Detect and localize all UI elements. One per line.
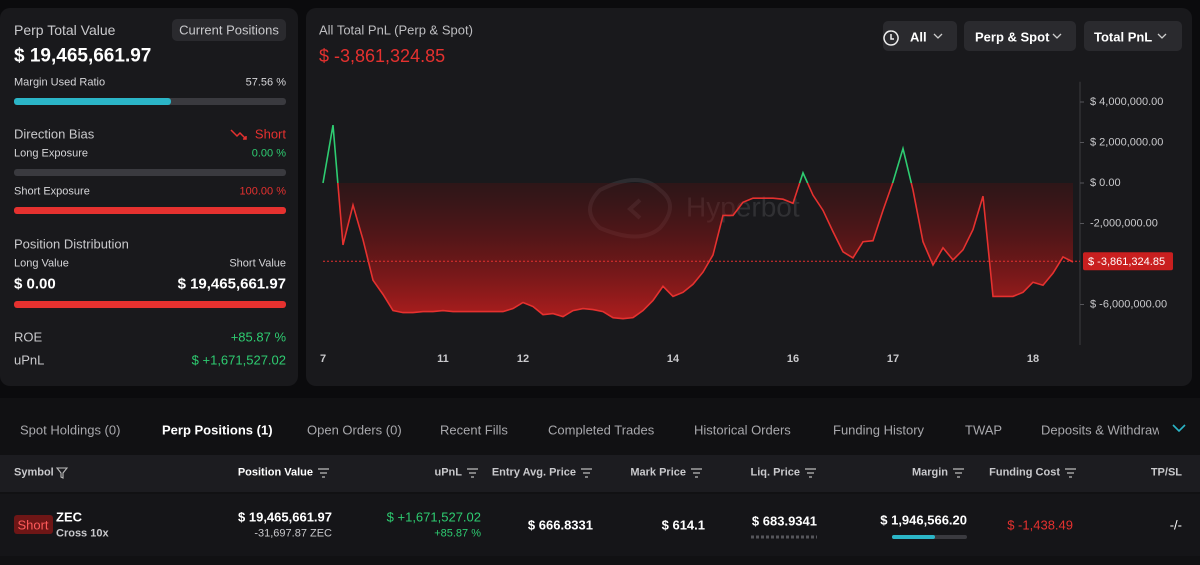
- sort-icon: [953, 468, 964, 478]
- margin-label: Margin Used Ratio: [14, 76, 106, 89]
- sort-icon: [581, 468, 592, 478]
- sort-icon: [805, 468, 816, 478]
- long-value: $ 0.00: [14, 275, 56, 293]
- distribution-title: Position Distribution: [14, 236, 129, 252]
- chevron-icons: [933, 33, 1167, 39]
- roe-value: +85.87 %: [230, 329, 286, 345]
- side-badge: [14, 515, 53, 534]
- roe-label: ROE: [14, 329, 43, 345]
- x-tick-label: 11: [437, 353, 449, 365]
- table-header: [0, 455, 1200, 492]
- column-header: TP/SL: [1150, 466, 1182, 479]
- x-tick-label: 12: [517, 353, 529, 365]
- side: Short: [17, 517, 49, 533]
- funnel-icon: [55, 467, 69, 479]
- tab[interactable]: Open Orders (0): [307, 422, 402, 438]
- tab[interactable]: Deposits & Withdraw: [1041, 423, 1159, 437]
- x-tick-label: 17: [887, 353, 899, 365]
- entry-price: $ 666.8331: [527, 517, 593, 533]
- long-exposure-label: Long Exposure: [14, 147, 88, 160]
- tpsl: -/-: [1169, 517, 1182, 533]
- short-trend-icon: [230, 129, 247, 140]
- direction-label: Direction Bias: [14, 126, 95, 142]
- tab[interactable]: Historical Orders: [694, 422, 791, 438]
- total-value: $ 19,465,661.97: [14, 45, 152, 67]
- sort-icon: [318, 468, 329, 478]
- row-margin: $ 1,946,566.20: [880, 512, 967, 528]
- market-filter[interactable]: [964, 21, 1076, 51]
- distribution-short: [14, 301, 286, 308]
- short-exposure-fill: [14, 207, 286, 214]
- tab[interactable]: Perp Positions (1): [162, 422, 273, 438]
- mark-price: $ 614.1: [661, 517, 705, 533]
- column-header: Margin: [911, 466, 948, 479]
- column-header: Funding Cost: [989, 466, 1060, 479]
- row-upnl-pct: +85.87 %: [434, 527, 481, 540]
- x-tick-label: 14: [667, 353, 680, 365]
- short-exposure-label: Short Exposure: [14, 185, 90, 198]
- x-tick-label: 7: [320, 353, 326, 365]
- y-tick-label: $ -6,000,000.00: [1090, 298, 1167, 310]
- chart-current-value: $ -3,861,324.85: [319, 46, 446, 66]
- margin-mode: Cross 10x: [56, 527, 109, 540]
- position-value: $ 19,465,661.97: [238, 509, 332, 525]
- tabs-more-icon[interactable]: [1172, 424, 1186, 433]
- x-tick-label: 16: [787, 353, 799, 365]
- y-tick-label: $ 2,000,000.00: [1090, 136, 1163, 148]
- position-size: -31,697.87 ZEC: [254, 527, 332, 540]
- current-value-badge: [1083, 252, 1173, 271]
- sort-icon: [691, 468, 702, 478]
- clock-icon: [883, 30, 899, 46]
- current-positions-label: Current Positions: [179, 22, 279, 38]
- tab[interactable]: Recent Fills: [440, 422, 508, 438]
- pnl-area: [323, 183, 1073, 319]
- range-filter-label: All: [910, 29, 927, 45]
- current-value-badge-label: $ -3,861,324.85: [1088, 256, 1165, 268]
- chart-title: All Total PnL (Perp & Spot): [319, 22, 473, 38]
- x-tick-label: 18: [1027, 353, 1039, 365]
- long-exposure-value: 0.00 %: [251, 147, 286, 160]
- symbol: ZEC: [56, 509, 82, 525]
- long-value-label: Long Value: [14, 257, 69, 270]
- pnl-line: [323, 183, 1074, 320]
- funding-cost: $ -1,438.49: [1007, 517, 1073, 533]
- liq-price: $ 683.9341: [751, 513, 817, 529]
- short-value: $ 19,465,661.97: [177, 275, 286, 293]
- current-positions-button[interactable]: [172, 19, 286, 41]
- table-row: [0, 494, 1200, 556]
- tab[interactable]: Spot Holdings (0): [20, 422, 121, 438]
- tab[interactable]: TWAP: [965, 422, 1003, 438]
- tab[interactable]: Funding History: [833, 422, 925, 438]
- tab[interactable]: Completed Trades: [548, 422, 655, 438]
- column-header: Position Value: [237, 466, 313, 479]
- y-tick-label: $ 0.00: [1090, 177, 1121, 189]
- row-upnl: $ +1,671,527.02: [386, 509, 481, 525]
- range-filter[interactable]: [883, 21, 957, 51]
- column-header: Entry Avg. Price: [491, 466, 576, 479]
- short-exposure-value: 100.00 %: [239, 185, 286, 198]
- upnl-value: $ +1,671,527.02: [191, 352, 286, 368]
- summary-panel: [0, 8, 298, 386]
- row-margin-fill: [892, 535, 936, 539]
- metric-filter-label: Total PnL: [1094, 29, 1153, 45]
- sort-icon: [1065, 468, 1076, 478]
- column-header: uPnL: [434, 466, 463, 479]
- column-header: Mark Price: [630, 466, 686, 479]
- column-header: Symbol: [14, 466, 54, 479]
- direction-value: Short: [254, 126, 286, 142]
- y-tick-label: $ 4,000,000.00: [1090, 96, 1163, 108]
- panel-title: Perp Total Value: [14, 22, 116, 38]
- metric-filter[interactable]: [1084, 21, 1182, 51]
- column-header: Liq. Price: [750, 466, 800, 479]
- short-value-label: Short Value: [229, 257, 286, 270]
- market-filter-label: Perp & Spot: [975, 29, 1050, 45]
- upnl-label: uPnL: [14, 352, 45, 368]
- long-exposure-track: [14, 169, 286, 176]
- margin-value: 57.56 %: [245, 76, 286, 89]
- margin-fill: [14, 98, 171, 105]
- y-tick-label: -2,000,000.00: [1090, 217, 1158, 229]
- sort-icon: [467, 468, 478, 478]
